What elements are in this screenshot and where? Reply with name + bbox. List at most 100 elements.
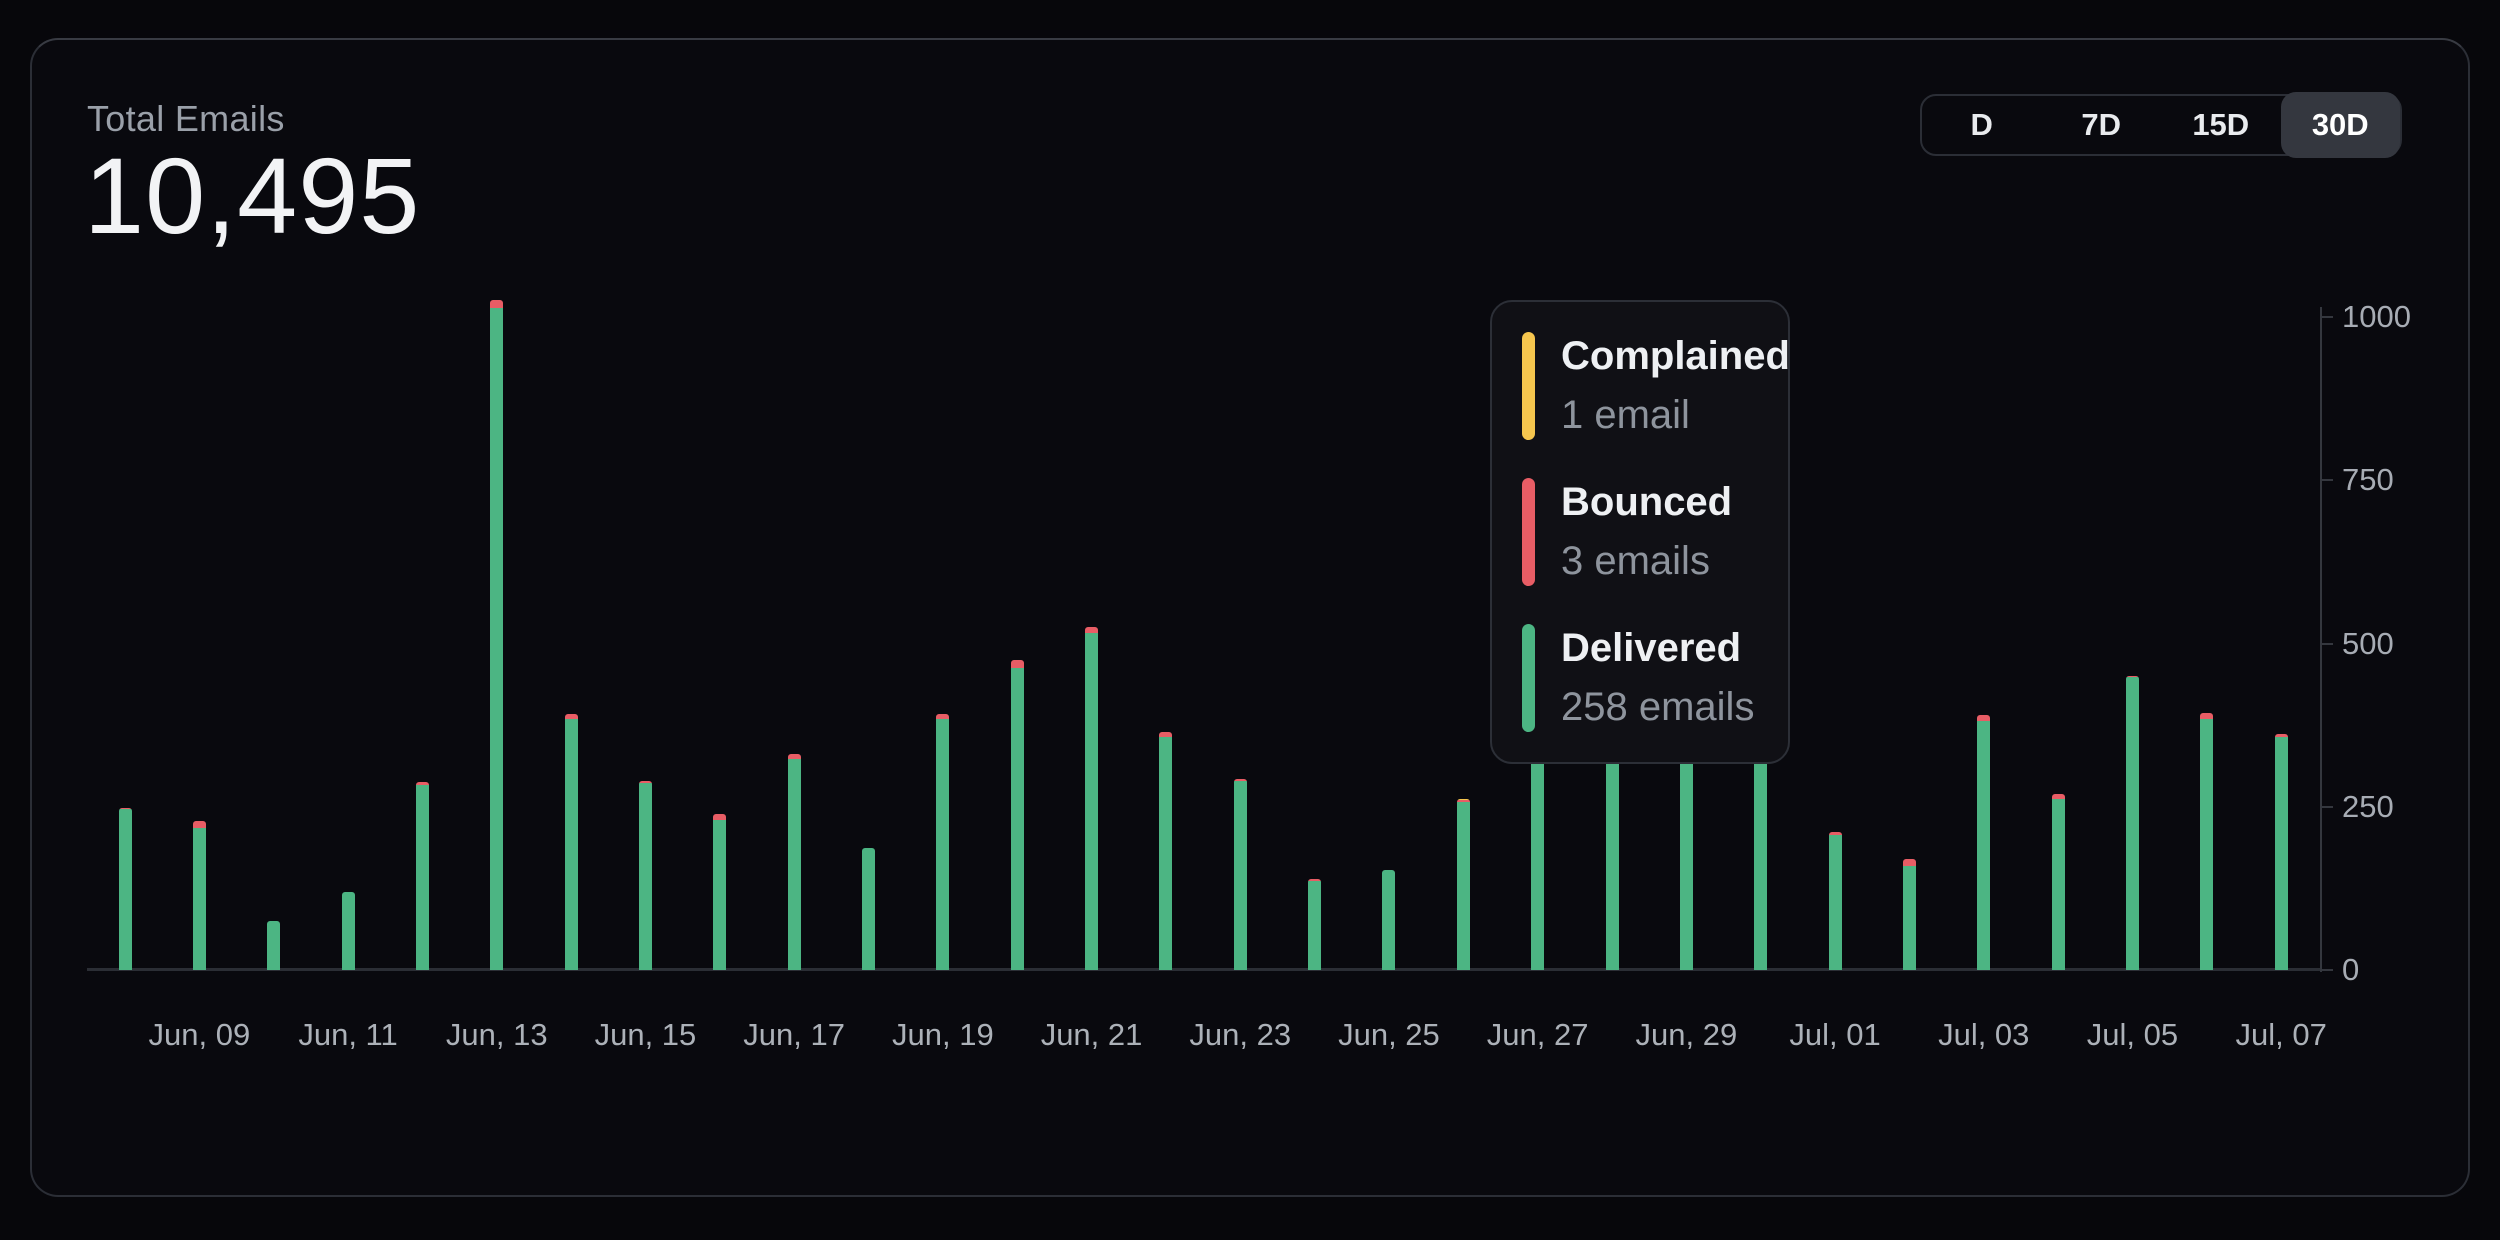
y-axis-tick	[2320, 479, 2333, 482]
bar-jun-10[interactable]	[267, 921, 281, 970]
bar-segment-delivered	[415, 785, 429, 970]
bar-segment-delivered	[564, 719, 578, 970]
bar-segment-delivered	[2274, 736, 2288, 970]
bar-segment-delivered	[2200, 718, 2214, 970]
bar-segment-delivered	[1085, 633, 1099, 970]
x-axis-tick-label: Jun, 09	[148, 1017, 251, 1052]
bar-segment-bounced	[564, 714, 578, 720]
chart-tooltip: Complained 1 email Bounced 3 emails Deli…	[1490, 300, 1790, 764]
x-axis-tick-label: Jun, 11	[298, 1017, 398, 1052]
bounced-swatch-icon	[1522, 478, 1535, 586]
bar-segment-bounced	[490, 300, 504, 308]
bar-jul-01[interactable]	[1828, 831, 1842, 970]
bar-segment-delivered	[638, 783, 652, 970]
bar-jun-23[interactable]	[1233, 778, 1247, 970]
bar-jun-17[interactable]	[787, 753, 801, 970]
bar-segment-delivered	[1308, 881, 1322, 970]
bar-segment-bounced	[2125, 675, 2139, 678]
x-axis-tick-label: Jun, 29	[1635, 1017, 1738, 1052]
bar-segment-delivered	[862, 847, 875, 970]
bar-segment-bounced	[713, 813, 727, 821]
bar-jun-13[interactable]	[490, 300, 504, 970]
kpi-label: Total Emails	[87, 98, 285, 139]
tooltip-item-complained: Complained 1 email	[1522, 332, 1790, 440]
bar-segment-bounced	[1902, 859, 1916, 866]
y-axis-tick-label: 0	[2342, 952, 2360, 987]
bar-segment-bounced	[1233, 778, 1247, 782]
bar-segment-delivered	[787, 759, 801, 970]
bar-segment-bounced	[1010, 659, 1024, 668]
bar-jun-25[interactable]	[1382, 870, 1396, 970]
bar-segment-bounced	[1159, 731, 1173, 737]
bar-jun-09[interactable]	[192, 821, 206, 970]
bar-jul-06[interactable]	[2200, 713, 2214, 970]
bar-jul-05[interactable]	[2125, 675, 2139, 970]
complained-swatch-icon	[1522, 332, 1535, 440]
bar-jun-15[interactable]	[638, 780, 652, 970]
bar-jul-04[interactable]	[2051, 793, 2065, 970]
bar-segment-bounced	[638, 780, 652, 784]
range-option-15d[interactable]: 15D	[2161, 94, 2281, 156]
bar-segment-delivered	[1010, 667, 1024, 970]
time-range-selector: D 7D 15D 30D	[1920, 92, 2402, 158]
x-axis-tick-label: Jul, 01	[1789, 1017, 1881, 1052]
bar-segment-delivered	[118, 809, 132, 970]
tooltip-item-bounced: Bounced 3 emails	[1522, 478, 1758, 586]
delivered-swatch-icon	[1522, 624, 1535, 732]
x-axis-tick-label: Jun, 27	[1486, 1017, 1589, 1052]
tooltip-series-value: 258 emails	[1561, 685, 1755, 729]
tooltip-series-name: Complained	[1561, 334, 1790, 378]
x-axis-tick-label: Jul, 05	[2086, 1017, 2179, 1052]
x-axis-tick-label: Jun, 21	[1040, 1017, 1143, 1052]
x-axis-line	[87, 968, 2320, 971]
bar-jun-19[interactable]	[936, 714, 950, 970]
y-axis-tick	[2320, 642, 2333, 645]
tooltip-item-delivered: Delivered 258 emails	[1522, 624, 1758, 732]
x-axis-tick-label: Jun, 15	[594, 1017, 697, 1052]
bar-segment-delivered	[192, 827, 206, 970]
bar-segment-delivered	[1977, 720, 1991, 970]
range-option-30d[interactable]: 30D	[2280, 92, 2400, 158]
bar-jun-18[interactable]	[862, 847, 875, 970]
bar-jun-14[interactable]	[564, 714, 578, 970]
x-axis-tick-label: Jun, 19	[891, 1017, 994, 1052]
bar-jun-21[interactable]	[1085, 626, 1099, 970]
bar-jun-26[interactable]	[1456, 798, 1470, 970]
x-axis-tick-label: Jun, 13	[445, 1017, 548, 1052]
bar-segment-bounced	[787, 753, 801, 760]
bar-segment-bounced	[415, 781, 429, 786]
bar-segment-delivered	[2051, 798, 2065, 970]
bar-segment-bounced	[936, 714, 950, 720]
bar-segment-delivered	[341, 892, 355, 970]
bar-jun-22[interactable]	[1159, 731, 1173, 970]
bar-jun-08[interactable]	[118, 808, 132, 970]
range-option-7d[interactable]: 7D	[2042, 94, 2162, 156]
y-axis-line	[2320, 307, 2322, 972]
bar-segment-delivered	[1159, 736, 1173, 970]
y-axis-tick	[2320, 316, 2333, 318]
tooltip-series-value: 3 emails	[1561, 539, 1710, 583]
bar-jul-07[interactable]	[2274, 733, 2288, 970]
bar-segment-complained	[1456, 798, 1470, 800]
bar-segment-bounced	[1977, 715, 1991, 721]
bar-jun-20[interactable]	[1010, 659, 1024, 970]
tooltip-series-name: Delivered	[1561, 626, 1742, 670]
tooltip-series-value: 1 email	[1561, 393, 1690, 437]
range-option-d[interactable]: D	[1922, 94, 2042, 156]
bar-jun-12[interactable]	[415, 781, 429, 970]
bar-jun-24[interactable]	[1308, 878, 1322, 970]
bar-segment-delivered	[1902, 865, 1916, 970]
bar-segment-delivered	[936, 719, 950, 970]
bar-segment-bounced	[118, 808, 132, 810]
bar-segment-bounced	[2274, 733, 2288, 737]
bar-jul-02[interactable]	[1902, 859, 1916, 970]
bar-jun-16[interactable]	[713, 813, 727, 970]
bar-jul-03[interactable]	[1977, 715, 1991, 970]
bar-segment-delivered	[1233, 781, 1247, 970]
bar-segment-delivered	[490, 307, 504, 970]
y-axis-tick-label: 500	[2342, 625, 2394, 661]
y-axis-tick-label: 250	[2342, 788, 2394, 824]
bar-segment-delivered	[1456, 801, 1470, 970]
bar-jun-11[interactable]	[341, 892, 355, 970]
x-axis-tick-label: Jul, 07	[2235, 1017, 2327, 1052]
